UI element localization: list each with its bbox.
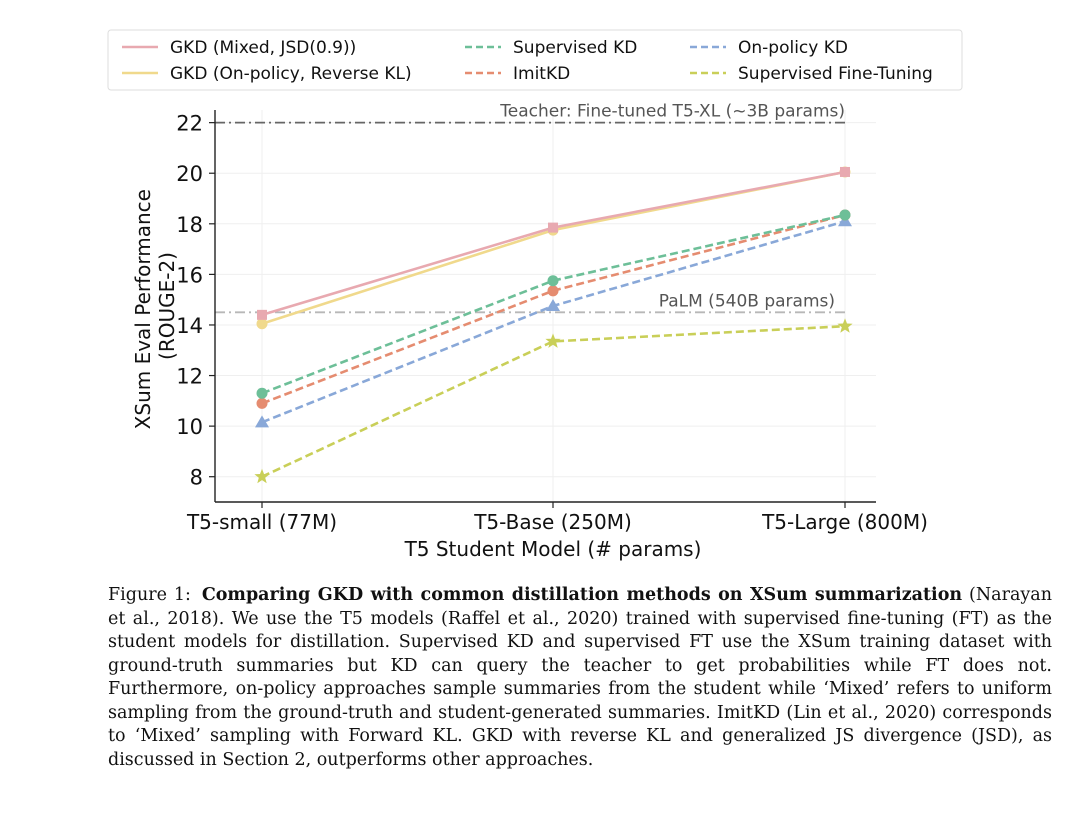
data-point-gkd-mixed-jsd-0-9 (840, 166, 850, 177)
caption-body: (Narayan et al., 2018). We use the T5 mo… (108, 585, 1052, 770)
reference-line-label-teacher: Teacher: Fine-tuned T5-XL (~3B params) (499, 102, 845, 122)
data-point-supervised-kd (547, 275, 559, 287)
data-point-supervised-kd (839, 209, 851, 221)
legend-entry-on-policy-kd: On-policy KD (738, 38, 848, 58)
x-tick-label: T5-small (77M) (186, 510, 337, 534)
data-point-on-policy-kd (255, 415, 269, 428)
legend-entry-imitkd: ImitKD (513, 64, 570, 84)
y-axis-label-line-1: XSum Eval Performance (131, 189, 155, 429)
y-tick-label: 18 (176, 213, 203, 237)
legend-entry-gkd-mixed-jsd-0-9: GKD (Mixed, JSD(0.9)) (170, 38, 356, 58)
reference-line-label-palm: PaLM (540B params) (659, 291, 835, 311)
caption-label: Figure 1: (108, 585, 191, 605)
y-tick-label: 8 (190, 466, 203, 490)
data-point-gkd-on-policy-reverse-kl (256, 318, 268, 330)
y-axis-label: XSum Eval Performance (ROUGE-2) (131, 183, 179, 430)
figure-caption: Figure 1: Comparing GKD with common dist… (108, 584, 1052, 772)
series-supervised-fine-tuning (254, 318, 853, 484)
y-axis-label-line-2: (ROUGE-2) (155, 252, 179, 360)
data-point-imitkd (547, 285, 559, 297)
reference-lines: Teacher: Fine-tuned T5-XL (~3B params) Pa… (215, 102, 849, 314)
caption-title: Comparing GKD with common distillation m… (201, 585, 963, 605)
legend-entry-gkd-on-policy-reverse-kl: GKD (On-policy, Reverse KL) (170, 64, 412, 84)
legend-entry-supervised-kd: Supervised KD (513, 38, 637, 58)
legend: GKD (Mixed, JSD(0.9)) GKD (On-policy, Rev… (107, 29, 963, 91)
x-tick-label: T5-Large (800M) (761, 510, 928, 534)
series-supervised-kd (256, 209, 851, 399)
y-tick-label: 14 (176, 314, 203, 338)
y-tick-label: 20 (176, 162, 203, 186)
x-tick-label: T5-Base (250M) (473, 510, 632, 534)
data-point-gkd-mixed-jsd-0-9 (257, 309, 267, 320)
data-point-supervised-kd (256, 387, 268, 399)
series-group (254, 166, 853, 484)
y-tick-label: 12 (176, 365, 203, 389)
axes: 8 10 12 14 16 18 20 22 T5-small (77M) T5-Base (25… (176, 110, 928, 534)
y-tick-label: 10 (176, 415, 203, 439)
data-point-on-policy-kd (546, 299, 560, 311)
data-point-gkd-mixed-jsd-0-9 (548, 222, 558, 233)
data-point-supervised-fine-tuning (254, 468, 270, 484)
y-tick-label: 22 (176, 112, 203, 136)
series-gkd-mixed-jsd-0-9 (257, 166, 850, 320)
x-axis-label: T5 Student Model (# params) (404, 537, 702, 561)
line-chart: GKD (Mixed, JSD(0.9)) GKD (On-policy, Rev… (107, 29, 963, 561)
grid (215, 110, 876, 502)
data-point-imitkd (256, 397, 268, 409)
data-point-supervised-fine-tuning (837, 318, 853, 333)
data-point-supervised-fine-tuning (545, 333, 561, 348)
legend-entry-supervised-fine-tuning: Supervised Fine-Tuning (738, 64, 933, 84)
y-tick-label: 16 (176, 263, 203, 287)
legend-box (107, 29, 963, 91)
